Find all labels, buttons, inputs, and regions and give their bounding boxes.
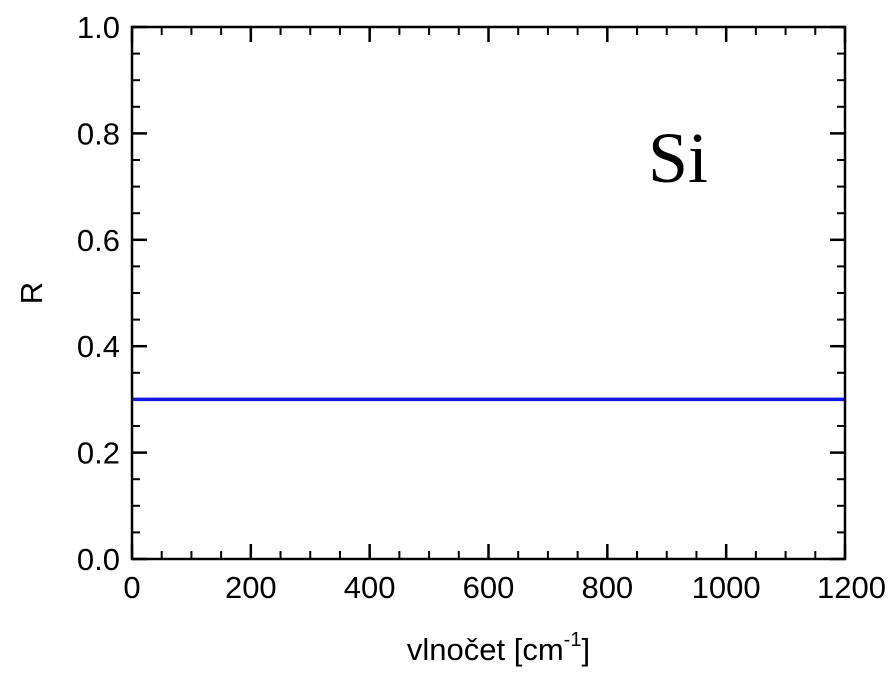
plot-frame — [130, 25, 847, 561]
y-tick-label: 0.4 — [77, 329, 120, 364]
x-axis-title: vlnočet [cm-1] — [407, 629, 590, 667]
x-axis-title-main: vlnočet [cm — [407, 632, 564, 667]
y-tick-label: 0.6 — [77, 223, 120, 258]
annotation-si: Si — [648, 118, 708, 198]
x-tick-labels: 0 200 400 600 800 1000 1200 — [123, 570, 886, 605]
x-tick-label: 600 — [463, 570, 515, 605]
minor-ticks — [131, 26, 846, 560]
y-tick-label: 0.2 — [77, 436, 120, 471]
y-axis-title: R — [14, 282, 49, 304]
x-tick-label: 400 — [344, 570, 396, 605]
x-tick-label: 200 — [225, 570, 277, 605]
x-tick-label: 800 — [581, 570, 633, 605]
y-tick-label: 0.8 — [77, 116, 120, 151]
x-axis-title-superscript: -1 — [564, 629, 582, 651]
y-tick-label: 0.0 — [77, 542, 120, 577]
x-tick-label: 1000 — [692, 570, 761, 605]
x-tick-label: 1200 — [817, 570, 886, 605]
x-axis-title-suffix: ] — [581, 632, 590, 667]
major-ticks — [130, 25, 847, 561]
y-tick-labels: 0.0 0.2 0.4 0.6 0.8 1.0 — [77, 10, 120, 577]
x-tick-label: 0 — [123, 570, 140, 605]
y-tick-label: 1.0 — [77, 10, 120, 45]
